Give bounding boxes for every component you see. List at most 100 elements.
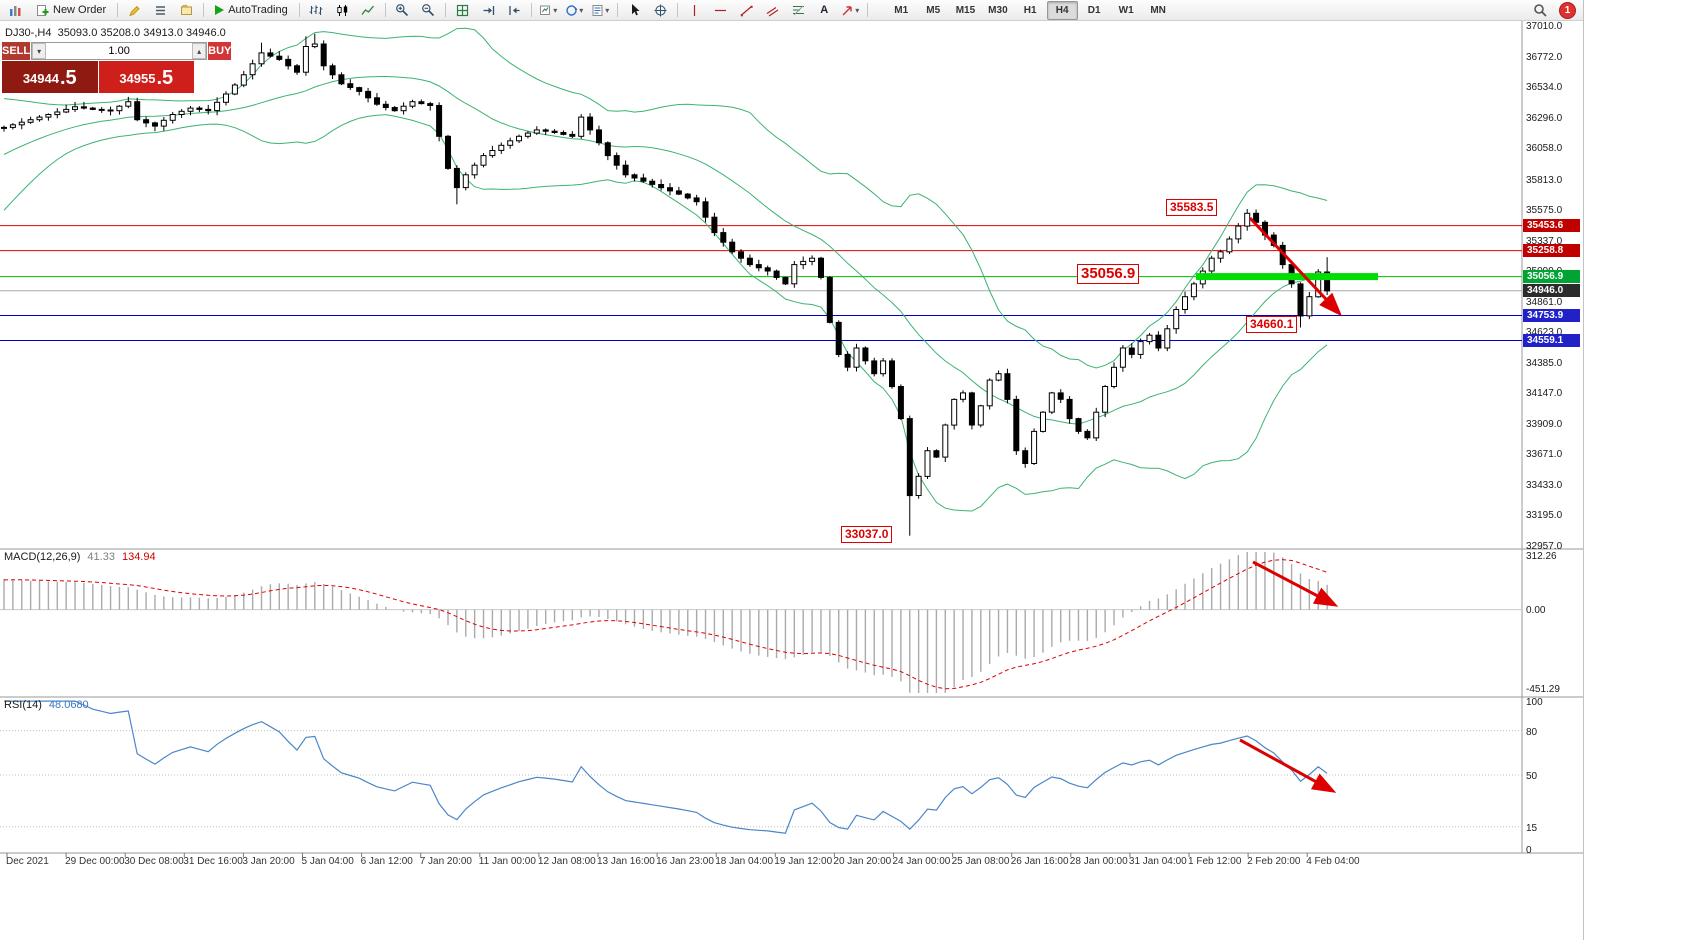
timeframe-mn[interactable]: MN <box>1150 4 1166 16</box>
new-order-label: New Order <box>53 4 107 16</box>
sell-button[interactable]: SELL <box>2 42 31 60</box>
price-tag-support-line: 34753.9 <box>1523 308 1580 322</box>
separator <box>866 3 868 17</box>
rsi-axis-label: 0 <box>1526 845 1532 856</box>
time-axis-label: 31 Dec 16:00 <box>183 856 243 867</box>
rsi-axis-label: 15 <box>1526 822 1538 834</box>
navigator-button[interactable] <box>174 1 199 20</box>
cursor-button[interactable] <box>622 1 647 20</box>
time-axis-label: 26 Jan 16:00 <box>1010 856 1069 867</box>
time-axis-label: 24 Jan 00:00 <box>892 856 951 867</box>
time-axis-label: Dec 2021 <box>6 856 49 867</box>
time-axis-label: 4 Feb 04:00 <box>1306 856 1360 867</box>
timeframe-m5[interactable]: M5 <box>926 4 941 16</box>
volume-decrease-button[interactable]: ▾ <box>32 43 47 59</box>
sell-price[interactable]: 34944.5 <box>2 61 98 93</box>
separator <box>203 3 205 17</box>
price-axis-label: 34861.0 <box>1526 296 1563 308</box>
volume-increase-button[interactable]: ▴ <box>192 43 207 59</box>
time-axis-label: 29 Dec 00:00 <box>65 856 125 867</box>
new-chart-button[interactable]: ▾ <box>536 1 561 20</box>
volume-input[interactable] <box>46 43 193 59</box>
chart-region[interactable]: DJ30-,H4 35093.0 35208.0 34913.0 34946.0… <box>0 21 1583 940</box>
annotation-price-label[interactable]: 33037.0 <box>841 526 893 543</box>
line-chart-button[interactable] <box>356 1 381 20</box>
dropdown-caret-icon: ▾ <box>553 5 558 15</box>
zoom-in-button[interactable] <box>390 1 415 20</box>
vertical-line-button[interactable] <box>682 1 707 20</box>
candlestick-chart-button[interactable] <box>330 1 355 20</box>
separator <box>616 3 618 17</box>
price-tag-support-line: 34559.1 <box>1523 333 1580 347</box>
trend-arrow[interactable] <box>1248 216 1343 317</box>
chart-canvas <box>0 21 1583 857</box>
buy-price[interactable]: 34955.5 <box>98 61 194 93</box>
annotation-price-label[interactable]: 35056.9 <box>1077 264 1140 284</box>
chart-info-line: DJ30-,H4 35093.0 35208.0 34913.0 34946.0 <box>5 27 226 39</box>
time-axis-label: 7 Jan 20:00 <box>419 856 472 867</box>
separator <box>444 3 446 17</box>
timeframe-w1[interactable]: W1 <box>1118 4 1134 16</box>
price-axis-label: 33433.0 <box>1526 479 1563 491</box>
annotation-price-label[interactable]: 35583.5 <box>1166 199 1218 216</box>
timeframe-d1[interactable]: D1 <box>1087 4 1101 16</box>
profiles-button[interactable]: ▾ <box>562 1 587 20</box>
price-axis-label: 34385.0 <box>1526 357 1563 369</box>
time-axis-label: 25 Jan 08:00 <box>951 856 1010 867</box>
mt4-window: New Order AutoTrading ▾ ▾ ▾ <box>0 0 1584 940</box>
market-watch-button[interactable] <box>148 1 173 20</box>
app-icon <box>3 1 28 20</box>
dropdown-caret-icon: ▾ <box>605 5 610 15</box>
trendline-button[interactable] <box>734 1 759 20</box>
price-axis-label: 34147.0 <box>1526 388 1563 400</box>
new-order-button[interactable]: New Order <box>29 1 113 20</box>
timeframe-h1[interactable]: H1 <box>1023 4 1037 16</box>
horizontal-line-button[interactable] <box>708 1 733 20</box>
templates-button[interactable]: ▾ <box>588 1 613 20</box>
annotation-price-label[interactable]: 34660.1 <box>1246 316 1298 333</box>
rsi-name: RSI(14) <box>4 699 42 711</box>
one-click-trading-panel[interactable]: SELL ▾ ▴ BUY 34944.5 34955.5 <box>2 42 232 93</box>
rsi-line <box>4 700 1328 834</box>
price-axis-label: 33195.0 <box>1526 510 1563 522</box>
timeframe-m30[interactable]: M30 <box>988 4 1008 16</box>
time-axis-label: 11 Jan 00:00 <box>478 856 536 867</box>
volume-field: ▾ ▴ <box>31 42 208 60</box>
toolbar: New Order AutoTrading ▾ ▾ ▾ <box>0 0 1583 21</box>
time-axis-label: 20 Jan 20:00 <box>833 856 892 867</box>
price-tag-resistance-line: 35258.8 <box>1523 244 1580 258</box>
rsi-axis-label: 100 <box>1526 697 1543 708</box>
trend-arrow[interactable] <box>1239 738 1337 793</box>
text-tool-button[interactable]: A <box>812 1 837 20</box>
buy-price-main: 34955 <box>119 71 156 86</box>
buy-button[interactable]: BUY <box>208 42 232 60</box>
metaeditor-button[interactable] <box>122 1 147 20</box>
tile-windows-button[interactable] <box>450 1 475 20</box>
search-button[interactable] <box>1528 1 1553 20</box>
price-axis-label: 34623.0 <box>1526 327 1563 339</box>
zoom-out-button[interactable] <box>416 1 441 20</box>
trend-arrow[interactable] <box>1252 560 1339 607</box>
autotrading-button[interactable]: AutoTrading <box>208 1 295 20</box>
green-zone-rectangle[interactable] <box>1196 273 1378 281</box>
arrows-tool-button[interactable]: ▾ <box>838 1 863 20</box>
macd-axis-label: 312.26 <box>1526 551 1557 562</box>
channel-button[interactable] <box>760 1 785 20</box>
auto-scroll-button[interactable] <box>476 1 501 20</box>
notification-badge[interactable]: 1 <box>1559 1 1576 19</box>
bar-chart-button[interactable] <box>304 1 329 20</box>
price-axis-label: 32957.0 <box>1526 541 1563 552</box>
timeframe-group: M1 M5 M15 M30 H1 H4 D1 W1 MN <box>886 0 1174 20</box>
crosshair-button[interactable] <box>648 1 673 20</box>
timeframe-m1[interactable]: M1 <box>894 4 909 16</box>
price-axis-label: 33671.0 <box>1526 449 1563 461</box>
sell-price-main: 34944 <box>22 71 59 86</box>
chart-shift-button[interactable] <box>502 1 527 20</box>
autotrading-label: AutoTrading <box>228 4 288 16</box>
fibonacci-button[interactable] <box>786 1 811 20</box>
macd-name: MACD(12,26,9) <box>4 551 81 563</box>
time-axis-label: 13 Jan 16:00 <box>597 856 655 867</box>
macd-signal-line <box>3 559 1328 690</box>
timeframe-m15[interactable]: M15 <box>955 4 976 16</box>
timeframe-h4[interactable]: H4 <box>1046 0 1078 20</box>
